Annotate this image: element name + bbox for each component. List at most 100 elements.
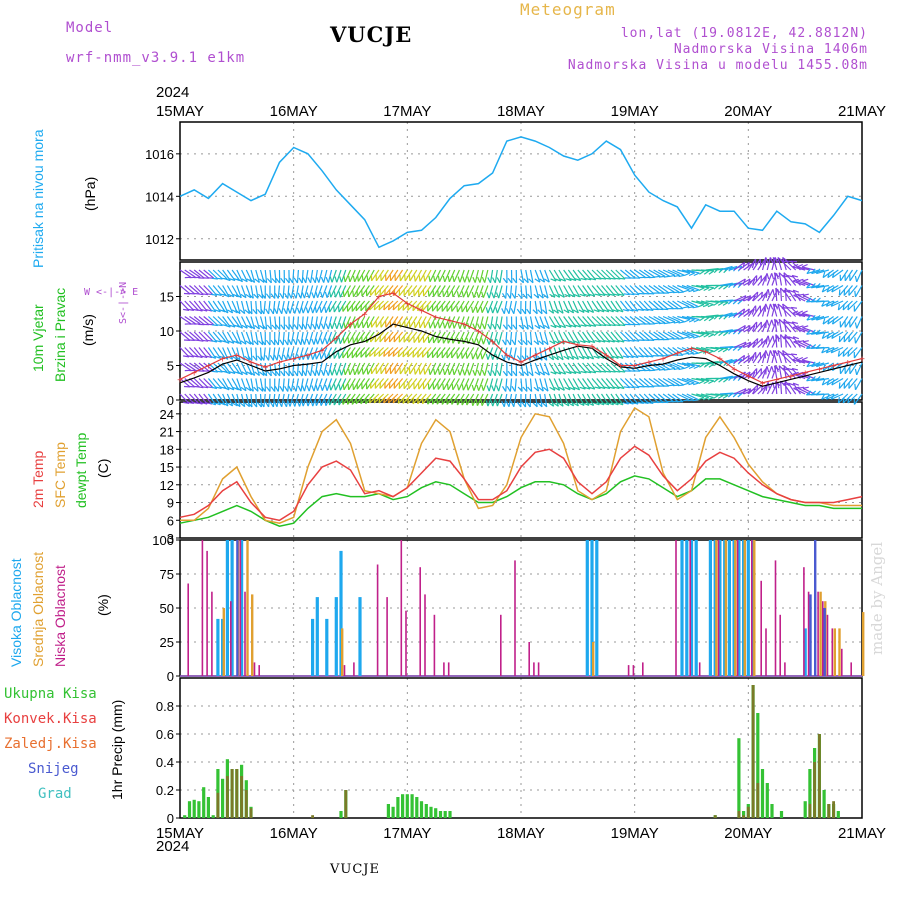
wind-barb — [473, 331, 479, 345]
wind-barb — [785, 260, 797, 271]
chart-title: VUCJE — [330, 22, 413, 47]
wind-barb — [361, 331, 370, 343]
wind-barb — [402, 393, 413, 404]
wind-barb — [534, 362, 541, 376]
wind-barb — [378, 300, 389, 311]
wind-barb-head — [815, 361, 821, 367]
wind-barb-head — [570, 371, 577, 375]
wind-barb-head — [699, 363, 705, 368]
wind-barb-head — [821, 332, 826, 339]
wind-barb-head — [831, 286, 835, 293]
wind-barb-head — [481, 338, 484, 345]
wind-barb — [379, 285, 389, 296]
wind-barb — [289, 393, 295, 407]
wind-barb — [456, 393, 465, 406]
wind-barb-head — [549, 340, 556, 345]
precip-bar — [737, 811, 741, 818]
wind-barb-head — [802, 386, 809, 389]
wind-barb-head — [265, 386, 271, 392]
wind-barb-head — [580, 370, 587, 374]
wind-barb — [696, 346, 709, 352]
wind-barb-head — [352, 368, 356, 376]
wind-barb-head — [480, 399, 483, 406]
wind-barb — [529, 269, 534, 283]
wind-barb — [226, 316, 236, 328]
wind-barb — [572, 316, 582, 328]
temp-ytick-label: 21 — [160, 425, 174, 440]
wind-barb — [853, 393, 863, 405]
wind-barb-head — [678, 367, 685, 371]
wind-barb — [832, 269, 844, 279]
wind-barb — [837, 300, 849, 311]
wind-barb — [601, 285, 611, 296]
wind-barb — [605, 362, 617, 373]
wind-barb-head — [404, 367, 406, 375]
wind-barb — [379, 378, 389, 389]
precip-bar — [244, 790, 248, 818]
wind-barb-head — [688, 319, 695, 323]
wind-barb — [207, 285, 218, 296]
wind-barb — [582, 393, 590, 406]
wind-barb — [733, 354, 745, 364]
wind-barb-head — [580, 324, 587, 327]
wind-barb-head — [797, 278, 804, 282]
cloud-bar — [736, 540, 739, 676]
wind-barb — [766, 335, 774, 348]
wind-barb — [193, 285, 204, 296]
wind-barb — [586, 378, 596, 390]
wind-barb — [553, 316, 562, 328]
wind-barb — [203, 316, 215, 326]
wind-barb — [357, 362, 366, 375]
wind-barb-head — [254, 371, 260, 376]
wind-barb-head — [324, 338, 328, 345]
wind-gust-marker: + — [348, 320, 354, 331]
wind-barb-head — [771, 366, 775, 373]
wind-barb — [452, 378, 460, 391]
wind-barb — [620, 269, 631, 279]
wind-barb — [314, 316, 318, 330]
wind-barb — [344, 362, 352, 376]
wind-barb-head — [599, 386, 606, 390]
wind-barb — [236, 316, 244, 329]
wind-barb — [310, 269, 314, 283]
wind-barb — [591, 285, 601, 296]
wind-barb — [189, 331, 200, 341]
wind-barb — [766, 303, 771, 317]
wind-barb-head — [347, 383, 350, 390]
wind-barb — [596, 362, 607, 373]
wind-barb — [677, 331, 690, 337]
wind-barb — [189, 316, 201, 325]
wind-barb — [399, 269, 408, 282]
wind-barb — [843, 378, 853, 389]
cloud-bar — [447, 662, 450, 676]
wind-barb — [848, 285, 858, 296]
wind-barb — [667, 284, 680, 293]
wind-barb-head — [506, 385, 511, 392]
cloud-bar — [334, 597, 338, 676]
precip-bar — [339, 811, 343, 818]
cloud-bar — [187, 583, 189, 676]
wind-barb-head — [684, 365, 691, 370]
wind-barb-head — [224, 324, 231, 328]
wind-barb — [226, 378, 235, 391]
wind-barb — [605, 300, 614, 313]
wind-barb-head — [723, 285, 729, 290]
wind-barb-head — [275, 324, 281, 330]
wind-barb — [832, 316, 844, 325]
wind-barb — [601, 300, 610, 313]
wind-barb-head — [797, 356, 804, 361]
wind-barb — [274, 269, 277, 283]
wind-barb-head — [334, 369, 338, 376]
wind-barb-head — [565, 278, 572, 282]
wind-barb — [207, 347, 217, 359]
wind-barb — [269, 316, 272, 330]
wind-barb — [222, 316, 231, 328]
wind-gust-line — [179, 292, 863, 384]
wind-barb-head — [407, 397, 410, 404]
wind-barb-head — [235, 293, 242, 299]
wind-barb — [662, 315, 676, 323]
wind-barb — [514, 331, 517, 346]
wind-barb-head — [517, 293, 523, 299]
cloud-bar — [862, 612, 865, 676]
wind-barb-head — [617, 309, 624, 313]
